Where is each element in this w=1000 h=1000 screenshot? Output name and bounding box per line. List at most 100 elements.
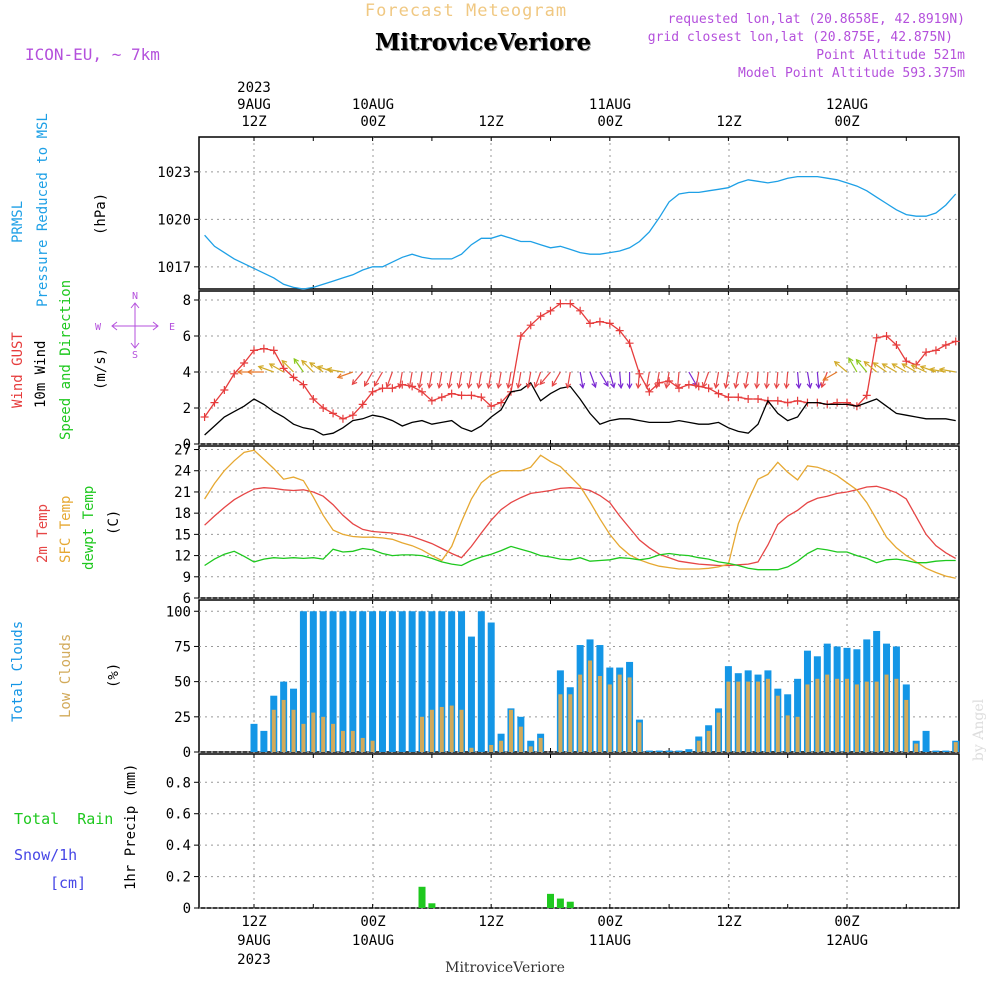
wind-arrow-head (848, 357, 854, 364)
low-clouds-bar (716, 712, 721, 752)
gust-marker (437, 393, 446, 402)
wind-arrow-head (635, 383, 642, 390)
compass-rose-icon (111, 302, 159, 349)
wind-arrow (733, 371, 740, 389)
wind-arrow (407, 371, 413, 389)
y-tick-label: 8 (183, 293, 191, 309)
bottom-axis-hour: 00Z (360, 914, 385, 930)
wind-arrow (325, 367, 344, 373)
y-tick-label: 6 (183, 591, 191, 607)
low-clouds-bar (538, 737, 543, 752)
total-clouds-bar (369, 611, 377, 752)
wind-arrow-head (309, 362, 316, 368)
wind-arrow-head (881, 363, 888, 369)
snow-unit-label: [cm] (50, 874, 86, 892)
wind-arrow (701, 371, 710, 389)
low-clouds-bar (508, 709, 513, 752)
wind-arrow-shaft (756, 371, 759, 388)
low-clouds-bar (854, 684, 859, 752)
low-clouds-bar (805, 684, 810, 752)
wind-arrow-shaft (734, 371, 739, 388)
wind-arrow (436, 371, 443, 389)
low-clouds-bar (271, 709, 276, 752)
wind-arrow-head (496, 382, 502, 389)
gust-marker (605, 319, 614, 328)
series-line-dewpt-temp (204, 545, 956, 571)
total-clouds-bar (655, 750, 663, 752)
gust-marker (773, 396, 782, 405)
wind-arrow (783, 371, 790, 390)
low-clouds-bar (746, 681, 751, 752)
wind-arrow (815, 371, 822, 390)
wind-arrow (301, 359, 314, 373)
gust-marker (447, 389, 456, 398)
wind-arrow-shaft (281, 360, 294, 373)
wind-arrow-shaft (458, 371, 463, 388)
wind-arrow (257, 365, 274, 373)
low-clouds-bar (489, 744, 494, 752)
wind-arrow-shaft (468, 371, 473, 388)
wind-arrow-head (301, 359, 307, 366)
total-clouds-bar (359, 611, 367, 752)
gust-marker (418, 387, 427, 396)
precip-unit-label: 1hr Precip (mm) (123, 764, 139, 890)
panel-5-labels: Total Rain Snow/1h [cm] 1hr Precip (mm) (14, 764, 139, 892)
total-clouds-bar (398, 611, 406, 752)
low-clouds-bar (637, 722, 642, 752)
footer-station-name: MitroviceVeriore (445, 960, 565, 976)
wind-arrow-head (506, 382, 512, 389)
wind-arrow-head (316, 365, 324, 371)
total-clouds-label: Total Clouds (10, 621, 26, 722)
total-clouds-bar (448, 611, 456, 752)
low-clouds-label: Low Clouds (58, 634, 74, 718)
gust-marker (754, 395, 763, 403)
low-clouds-bar (331, 723, 336, 752)
rain-bar (428, 903, 436, 908)
total-clouds-bar (299, 611, 307, 752)
wind-arrow-shaft (579, 371, 584, 388)
panel-1-labels: PRMSL Pressure Reduced to MSL (hPa) (10, 113, 109, 307)
wind-arrow (910, 364, 927, 373)
wind-arrow-head (486, 382, 493, 389)
total-clouds-bar (794, 678, 802, 752)
panel-4-labels: Total Clouds Low Clouds (%) (10, 621, 122, 722)
c-unit-label: (C) (106, 510, 122, 535)
wind-arrow-shaft (619, 371, 622, 388)
wind-arrow (635, 371, 642, 390)
compass-w: W (95, 322, 102, 333)
total-rain-label: Total Rain (14, 810, 113, 828)
wind-arrow-head (855, 358, 862, 365)
top-axis-hour: 12Z (716, 114, 741, 130)
bottom-axis-year: 2023 (237, 952, 271, 968)
wind-arrow-shaft (796, 371, 800, 388)
gust-marker (220, 386, 229, 394)
wind-arrow-head (351, 379, 358, 386)
y-tick-label: 24 (174, 464, 191, 480)
gust-marker (882, 332, 891, 340)
wind-arrow (617, 371, 624, 390)
wind-arrow-head (644, 382, 651, 389)
wind-arrow (855, 358, 868, 373)
gust-marker (269, 346, 278, 355)
y-tick-label: 1017 (157, 260, 191, 276)
wind-arrow-head (325, 367, 333, 373)
wind-arrow-shaft (337, 371, 354, 379)
bottom-axis-day: 10AUG (352, 933, 394, 949)
wind-arrow-shaft (882, 363, 897, 373)
wind-arrow-shaft (911, 364, 927, 373)
y-tick-label: 15 (174, 527, 191, 543)
watermark: by Angel (971, 698, 987, 761)
low-clouds-bar (914, 743, 919, 752)
gust-marker (645, 387, 654, 396)
closest-coords: grid closest lon,lat (20.875E, 42.875N) (648, 30, 953, 45)
low-clouds-bar (864, 681, 869, 752)
wind-arrow-shaft (715, 371, 720, 388)
panel-5: 0 0.2 0.4 0.6 0.8 (166, 753, 960, 917)
y-tick-label: 6 (183, 329, 191, 345)
wind-arrow-head (539, 379, 546, 386)
low-clouds-bar (706, 730, 711, 752)
wind-arrow-head (281, 359, 288, 366)
total-clouds-bar (309, 611, 317, 752)
low-clouds-bar (301, 723, 306, 752)
wind-arrow (373, 371, 384, 387)
